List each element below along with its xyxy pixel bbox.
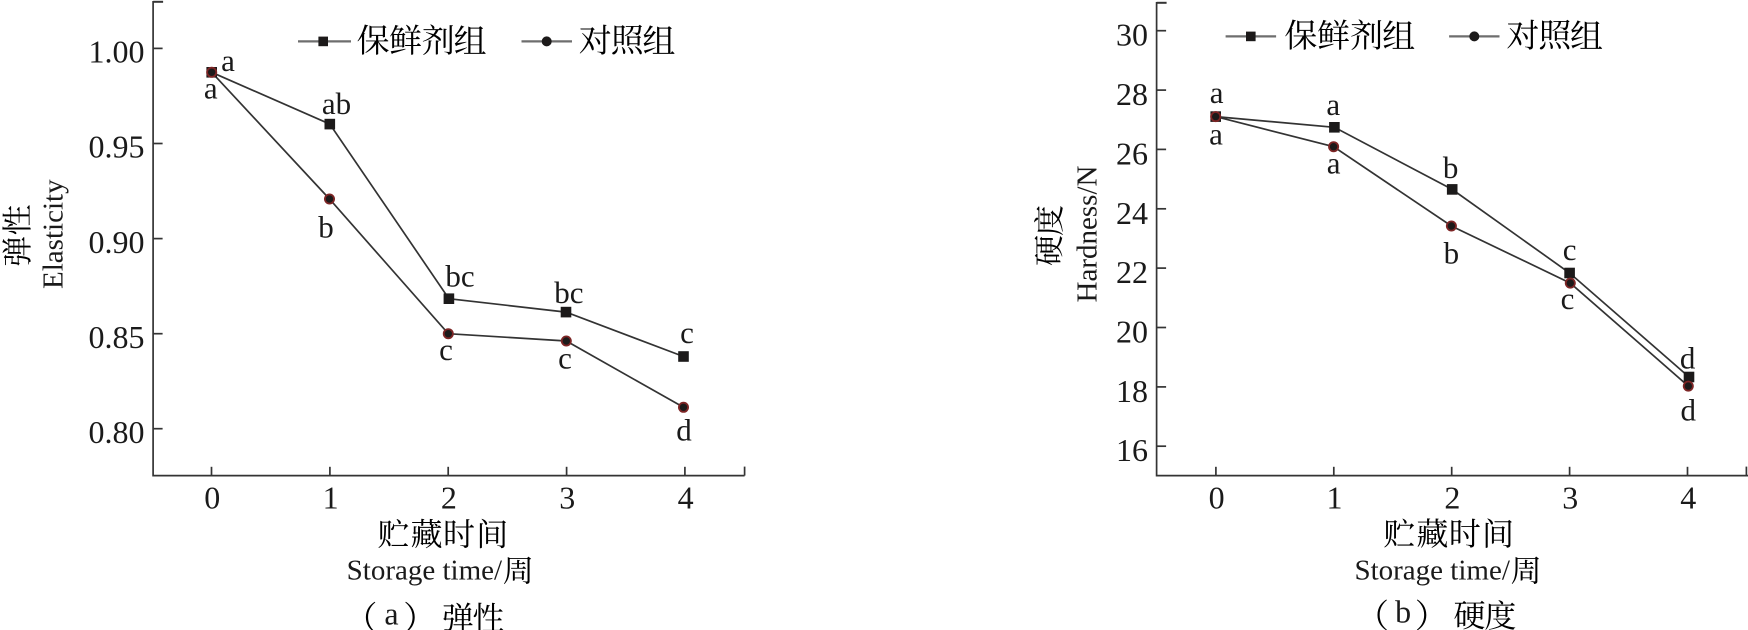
svg-text:1: 1 — [1327, 480, 1343, 516]
svg-text:Storage time/: Storage time/ — [347, 555, 503, 587]
svg-text:0.85: 0.85 — [89, 319, 145, 355]
svg-text:a: a — [1327, 146, 1341, 181]
svg-text:1: 1 — [323, 480, 339, 516]
svg-text:a: a — [1210, 75, 1224, 110]
svg-text:0.80: 0.80 — [89, 414, 145, 450]
svg-text:3: 3 — [559, 480, 575, 516]
svg-text:a: a — [204, 70, 218, 105]
svg-text:3: 3 — [1562, 480, 1578, 516]
svg-text:Elasticity: Elasticity — [38, 179, 70, 289]
svg-text:a: a — [384, 596, 398, 630]
svg-text:ab: ab — [322, 86, 351, 121]
svg-text:a: a — [1326, 87, 1340, 122]
svg-text:24: 24 — [1116, 195, 1148, 231]
svg-text:22: 22 — [1116, 254, 1148, 290]
svg-text:d: d — [676, 413, 692, 448]
svg-text:0.90: 0.90 — [89, 224, 145, 260]
svg-text:30: 30 — [1116, 17, 1148, 53]
svg-text:26: 26 — [1116, 135, 1148, 171]
svg-text:c: c — [1561, 281, 1575, 316]
svg-text:a: a — [1209, 117, 1223, 152]
svg-text:1.00: 1.00 — [89, 34, 145, 70]
svg-text:bc: bc — [445, 259, 474, 294]
svg-text:bc: bc — [554, 275, 583, 310]
svg-text:16: 16 — [1116, 432, 1148, 468]
svg-text:28: 28 — [1116, 76, 1148, 112]
svg-text:c: c — [439, 332, 453, 367]
svg-text:Storage time/: Storage time/ — [1354, 555, 1510, 587]
svg-text:0: 0 — [204, 480, 220, 516]
svg-text:c: c — [1563, 232, 1577, 267]
svg-text:2: 2 — [441, 480, 457, 516]
svg-text:Hardness/N: Hardness/N — [1072, 165, 1104, 302]
svg-text:4: 4 — [678, 480, 694, 516]
svg-text:0: 0 — [1209, 480, 1225, 516]
svg-text:b: b — [1395, 593, 1411, 629]
svg-text:b: b — [1444, 236, 1460, 271]
svg-text:c: c — [558, 340, 572, 375]
svg-text:d: d — [1681, 392, 1697, 427]
svg-text:b: b — [1443, 150, 1459, 185]
svg-text:0.95: 0.95 — [89, 129, 145, 165]
svg-text:2: 2 — [1444, 480, 1460, 516]
svg-text:a: a — [221, 43, 235, 78]
svg-text:20: 20 — [1116, 314, 1148, 350]
svg-text:b: b — [318, 210, 334, 245]
svg-text:c: c — [680, 315, 694, 350]
svg-text:d: d — [1680, 341, 1696, 376]
svg-text:18: 18 — [1116, 373, 1148, 409]
svg-text:4: 4 — [1680, 480, 1696, 516]
